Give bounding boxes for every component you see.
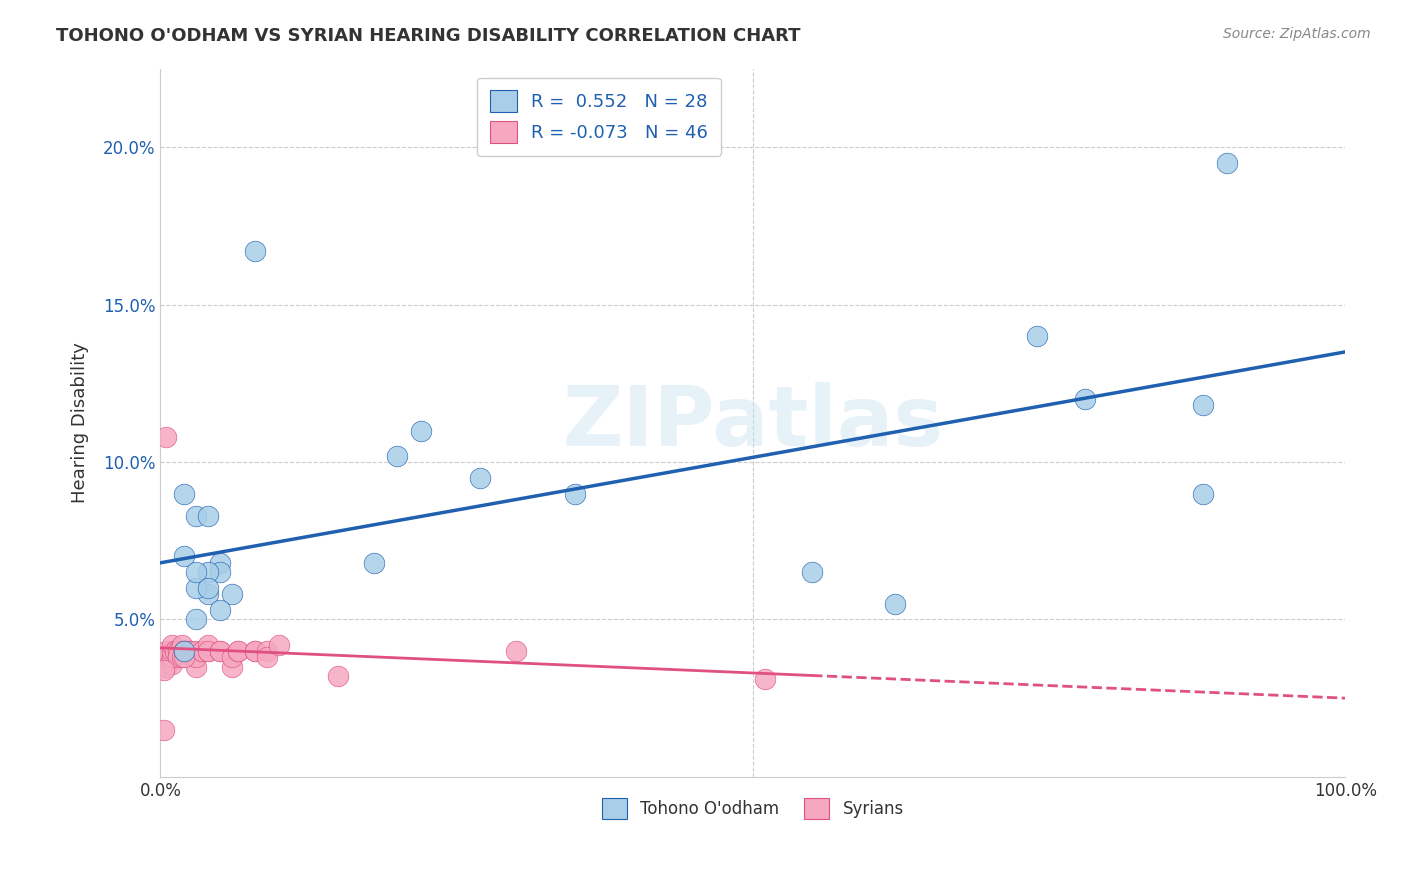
Point	[245, 244, 267, 259]
Text: ZIPatlas: ZIPatlas	[562, 382, 943, 463]
Point	[155, 650, 177, 665]
Point	[197, 587, 219, 601]
Point	[153, 723, 176, 737]
Point	[328, 669, 350, 683]
Point	[363, 556, 385, 570]
Point	[197, 644, 219, 658]
Point	[162, 644, 184, 658]
Point	[197, 581, 219, 595]
Point	[411, 424, 433, 438]
Point	[173, 644, 195, 658]
Point	[184, 644, 207, 658]
Point	[505, 644, 527, 658]
Point	[226, 644, 249, 658]
Point	[1216, 156, 1239, 170]
Point	[173, 644, 195, 658]
Point	[162, 650, 184, 665]
Point	[167, 644, 190, 658]
Point	[179, 644, 201, 658]
Point	[179, 644, 201, 658]
Point	[191, 644, 214, 658]
Point	[173, 644, 195, 658]
Point	[1192, 398, 1215, 412]
Point	[173, 549, 195, 564]
Point	[184, 650, 207, 665]
Point	[884, 597, 907, 611]
Point	[184, 508, 207, 523]
Point	[170, 638, 193, 652]
Point	[167, 650, 190, 665]
Point	[184, 612, 207, 626]
Point	[167, 644, 190, 658]
Text: Source: ZipAtlas.com: Source: ZipAtlas.com	[1223, 27, 1371, 41]
Point	[208, 644, 231, 658]
Point	[245, 644, 267, 658]
Point	[470, 471, 492, 485]
Point	[184, 566, 207, 580]
Point	[184, 581, 207, 595]
Point	[245, 644, 267, 658]
Point	[184, 659, 207, 673]
Point	[208, 644, 231, 658]
Point	[162, 657, 184, 671]
Point	[163, 644, 186, 658]
Point	[197, 566, 219, 580]
Point	[754, 673, 776, 687]
Point	[163, 644, 186, 658]
Point	[801, 566, 824, 580]
Point	[1192, 486, 1215, 500]
Point	[170, 650, 193, 665]
Point	[208, 556, 231, 570]
Point	[208, 566, 231, 580]
Point	[226, 644, 249, 658]
Point	[221, 650, 243, 665]
Point	[155, 644, 177, 658]
Point	[197, 644, 219, 658]
Point	[155, 659, 177, 673]
Point	[267, 638, 290, 652]
Point	[173, 486, 195, 500]
Point	[173, 644, 195, 658]
Point	[387, 449, 409, 463]
Point	[191, 644, 214, 658]
Point	[173, 650, 195, 665]
Point	[197, 508, 219, 523]
Point	[256, 644, 278, 658]
Y-axis label: Hearing Disability: Hearing Disability	[72, 343, 89, 503]
Point	[1026, 329, 1049, 343]
Point	[162, 638, 184, 652]
Point	[1074, 392, 1097, 406]
Text: TOHONO O'ODHAM VS SYRIAN HEARING DISABILITY CORRELATION CHART: TOHONO O'ODHAM VS SYRIAN HEARING DISABIL…	[56, 27, 801, 45]
Point	[256, 650, 278, 665]
Point	[564, 486, 586, 500]
Point	[221, 587, 243, 601]
Point	[197, 638, 219, 652]
Legend: Tohono O'odham, Syrians: Tohono O'odham, Syrians	[595, 791, 911, 825]
Point	[162, 650, 184, 665]
Point	[208, 603, 231, 617]
Point	[155, 430, 177, 444]
Point	[221, 659, 243, 673]
Point	[153, 663, 176, 677]
